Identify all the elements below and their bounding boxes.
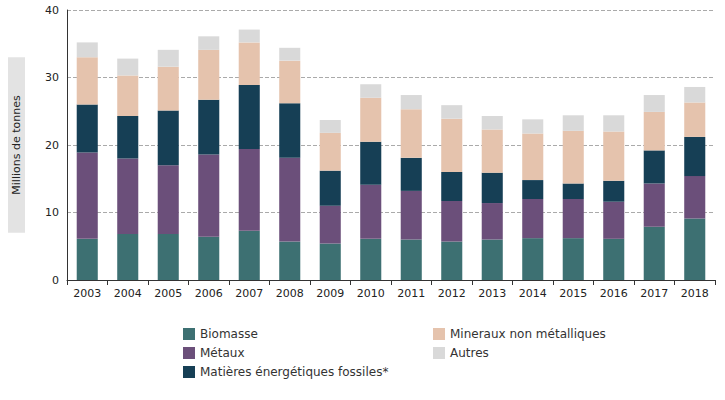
svg-text:2005: 2005 (154, 287, 182, 300)
svg-text:Mineraux non métalliques: Mineraux non métalliques (450, 327, 606, 341)
svg-text:10: 10 (45, 206, 59, 219)
svg-text:2011: 2011 (397, 287, 425, 300)
svg-text:Biomasse: Biomasse (200, 327, 258, 341)
svg-text:2018: 2018 (681, 287, 709, 300)
svg-text:2004: 2004 (114, 287, 142, 300)
svg-text:Métaux: Métaux (200, 346, 245, 360)
svg-text:Millions de tonnes: Millions de tonnes (10, 95, 23, 195)
svg-text:30: 30 (45, 71, 59, 84)
svg-text:2017: 2017 (640, 287, 668, 300)
svg-text:20: 20 (45, 139, 59, 152)
svg-text:2014: 2014 (519, 287, 547, 300)
svg-text:2003: 2003 (73, 287, 101, 300)
svg-text:Matières énergétiques fossiles: Matières énergétiques fossiles* (200, 365, 388, 379)
svg-text:40: 40 (45, 4, 59, 17)
svg-text:2012: 2012 (438, 287, 466, 300)
svg-text:2008: 2008 (276, 287, 304, 300)
svg-text:2016: 2016 (600, 287, 628, 300)
svg-text:0: 0 (52, 274, 59, 287)
svg-text:2007: 2007 (235, 287, 263, 300)
svg-text:2015: 2015 (559, 287, 587, 300)
svg-text:2013: 2013 (478, 287, 506, 300)
svg-text:2009: 2009 (316, 287, 344, 300)
svg-text:Autres: Autres (450, 346, 489, 360)
svg-text:2006: 2006 (195, 287, 223, 300)
svg-text:2010: 2010 (357, 287, 385, 300)
